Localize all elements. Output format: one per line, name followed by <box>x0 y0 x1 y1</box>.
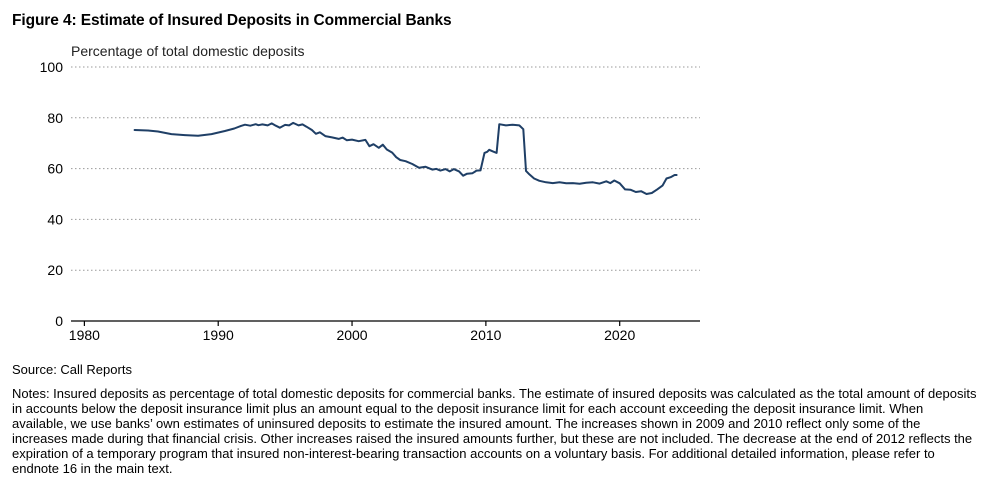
x-axis <box>71 320 700 326</box>
x-tick-label: 1990 <box>203 327 234 343</box>
y-tick-label: 0 <box>55 313 63 329</box>
y-tick-label: 80 <box>47 110 63 126</box>
y-tick-labels: 0 20 40 60 80 100 <box>40 59 64 329</box>
y-tick-label: 20 <box>47 262 63 278</box>
x-tick-label: 2010 <box>470 327 501 343</box>
notes-text: Notes: Insured deposits as percentage of… <box>12 386 977 476</box>
y-axis-label: Percentage of total domestic deposits <box>71 43 304 59</box>
y-tick-label: 60 <box>47 161 63 177</box>
y-tick-label: 100 <box>40 59 64 75</box>
x-tick-label: 1980 <box>69 327 100 343</box>
gridlines <box>71 66 700 271</box>
y-tick-label: 40 <box>47 211 63 227</box>
source-note: Source: Call Reports <box>12 362 132 377</box>
figure-title: Figure 4: Estimate of Insured Deposits i… <box>12 12 452 29</box>
x-tick-labels: 1980 1990 2000 2010 2020 <box>69 327 636 343</box>
x-tick-label: 2000 <box>336 327 367 343</box>
x-tick-label: 2020 <box>604 327 635 343</box>
line-chart: 0 20 40 60 80 100 1980 1990 2000 2010 2020 Percen… <box>40 43 700 343</box>
series-line <box>133 121 678 195</box>
